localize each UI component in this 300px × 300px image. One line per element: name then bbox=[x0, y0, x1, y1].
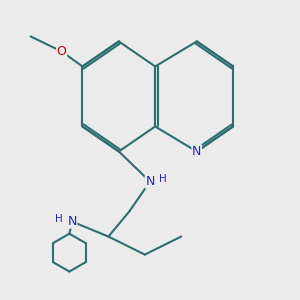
Text: H: H bbox=[55, 214, 63, 224]
Text: H: H bbox=[159, 174, 167, 184]
Text: N: N bbox=[192, 145, 202, 158]
Text: N: N bbox=[68, 215, 77, 228]
Text: O: O bbox=[57, 45, 67, 58]
Text: N: N bbox=[145, 175, 155, 188]
